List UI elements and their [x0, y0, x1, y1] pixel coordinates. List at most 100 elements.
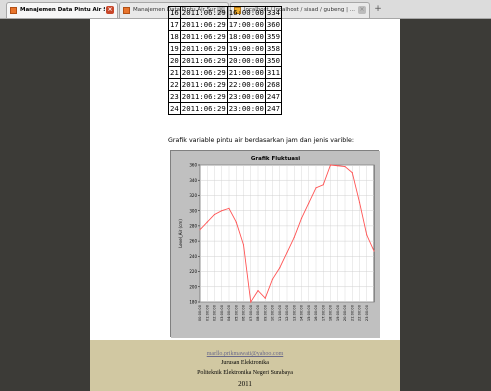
- contact-email-link[interactable]: marllo.prikmawati@yahoo.com: [206, 351, 284, 357]
- table-cell: 2011:06:29: [179, 42, 228, 55]
- tab-title: Manajemen Data Pintu Air Surab...: [20, 7, 105, 13]
- data-point: [279, 267, 281, 269]
- data-point: [221, 210, 223, 212]
- y-tick-label: 300: [189, 208, 197, 213]
- data-point: [206, 221, 208, 223]
- data-point: [351, 172, 353, 174]
- data-point: [257, 289, 259, 292]
- table-cell: 359: [264, 30, 283, 43]
- tab-manajemen-data-active[interactable]: Manajemen Data Pintu Air Surab... ×: [6, 2, 118, 18]
- y-tick-label: 260: [189, 239, 197, 244]
- water-level-table: 16 2011:06:29 16:00:00 334 17 2011:06:29 17:00…: [168, 6, 283, 115]
- page-favicon-icon: [123, 7, 130, 14]
- table-cell: 18:00:00: [226, 30, 266, 43]
- data-point: [344, 165, 346, 168]
- new-tab-button[interactable]: +: [374, 4, 382, 14]
- x-tick-label: 21:00:00: [350, 304, 354, 321]
- table-cell: 18: [168, 30, 181, 43]
- y-tick-label: 240: [189, 254, 197, 259]
- table-cell: 350: [264, 54, 283, 67]
- table-cell: 2011:06:29: [179, 6, 228, 19]
- table-row: 20 2011:06:29 20:00:00 350: [168, 54, 283, 67]
- data-point: [373, 250, 375, 252]
- table-cell: 22: [168, 78, 181, 91]
- data-point: [228, 207, 230, 209]
- table-cell: 17: [168, 18, 181, 31]
- table-row: 24 2011:06:29 23:00:00 247: [168, 102, 283, 115]
- chart-caption: Grafik variable pintu air berdasarkan ja…: [168, 137, 354, 144]
- x-tick-label: 01:00:00: [205, 304, 209, 321]
- table-cell: 2011:06:29: [179, 54, 228, 67]
- table-cell: 360: [264, 18, 283, 31]
- table-cell: 23:00:00: [226, 102, 266, 115]
- x-tick-label: 18:00:00: [329, 304, 333, 321]
- page-favicon-icon: [10, 7, 17, 14]
- x-tick-label: 15:00:00: [307, 304, 311, 321]
- data-point: [337, 165, 339, 167]
- x-tick-label: 06:00:00: [242, 304, 246, 321]
- x-tick-label: 03:00:00: [220, 304, 224, 321]
- table-cell: 2011:06:29: [179, 66, 228, 79]
- x-tick-label: 07:00:00: [249, 304, 253, 321]
- table-cell: 24: [168, 102, 181, 115]
- x-tick-label: 14:00:00: [300, 304, 304, 321]
- x-tick-label: 19:00:00: [336, 304, 340, 321]
- footer-department: Jurusan Elektronika: [221, 360, 269, 366]
- table-cell: 19:00:00: [226, 42, 266, 55]
- table-row: 17 2011:06:29 17:00:00 360: [168, 18, 283, 31]
- table-cell: 16:00:00: [226, 6, 266, 19]
- table-row: 22 2011:06:29 22:00:00 268: [168, 78, 283, 91]
- data-point: [358, 201, 361, 203]
- right-dark-margin: [400, 19, 491, 391]
- y-tick-label: 280: [189, 223, 197, 228]
- table-cell: 19: [168, 42, 181, 55]
- y-tick-label: 180: [189, 300, 197, 305]
- y-axis-label: Level_Air (cm): [178, 219, 183, 248]
- table-cell: 21: [168, 66, 181, 79]
- table-row: 21 2011:06:29 21:00:00 311: [168, 66, 283, 79]
- table-cell: 2011:06:29: [179, 78, 228, 91]
- data-point: [286, 251, 288, 254]
- table-cell: 16: [168, 6, 181, 19]
- table-row: 23 2011:06:29 23:00:00 247: [168, 90, 283, 103]
- data-point: [242, 244, 245, 246]
- close-tab-icon[interactable]: ×: [358, 6, 366, 14]
- table-cell: 22:00:00: [226, 78, 266, 91]
- data-point: [366, 234, 368, 236]
- y-tick-label: 200: [189, 284, 197, 289]
- table-cell: 23: [168, 90, 181, 103]
- table-cell: 2011:06:29: [179, 102, 228, 115]
- data-point: [300, 217, 303, 219]
- water-level-chart: Grafik Fluktuasi 180 200 220 240 260 280 300 320…: [170, 150, 380, 338]
- y-tick-label: 360: [189, 163, 197, 168]
- x-tick-label: 04:00:00: [227, 304, 231, 321]
- left-dark-margin: [0, 19, 90, 391]
- table-cell: 247: [264, 102, 283, 115]
- table-cell: 334: [264, 6, 283, 19]
- chart-title: Grafik Fluktuasi: [251, 156, 300, 162]
- table-cell: 20: [168, 54, 181, 67]
- data-point: [293, 236, 295, 238]
- x-tick-label: 20:00:00: [343, 304, 347, 321]
- close-tab-icon[interactable]: ×: [106, 6, 114, 14]
- x-tick-label: 08:00:00: [256, 304, 260, 321]
- table-cell: 247: [264, 90, 283, 103]
- table-row: 19 2011:06:29 19:00:00 358: [168, 42, 283, 55]
- x-tick-label: 23:00:00: [365, 304, 369, 321]
- data-point: [264, 297, 266, 299]
- y-tick-label: 320: [189, 193, 197, 198]
- x-tick-label: 16:00:00: [314, 304, 318, 321]
- table-cell: 20:00:00: [226, 54, 266, 67]
- x-tick-label: 00:00:00: [198, 304, 202, 321]
- data-point: [329, 164, 332, 166]
- x-tick-label: 10:00:00: [271, 304, 275, 321]
- footer-year: 2011: [238, 380, 252, 388]
- data-point: [271, 278, 274, 280]
- data-point: [308, 202, 310, 204]
- x-tick-label: 13:00:00: [292, 304, 296, 321]
- data-point: [213, 213, 216, 216]
- x-tick-label: 02:00:00: [213, 304, 217, 321]
- x-tick-label: 05:00:00: [234, 304, 238, 321]
- table-cell: 358: [264, 42, 283, 55]
- table-row: 16 2011:06:29 16:00:00 334: [168, 6, 283, 19]
